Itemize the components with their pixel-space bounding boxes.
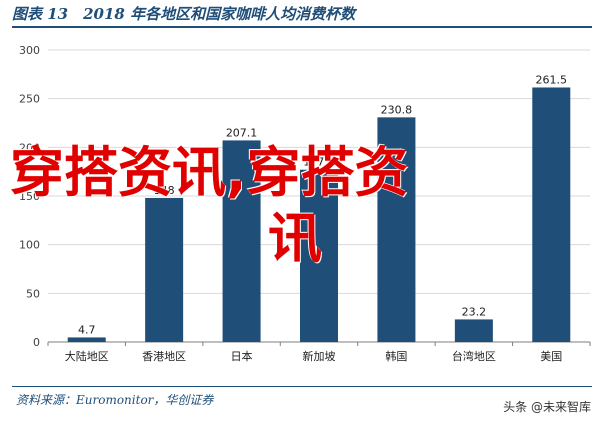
- x-tick-label: 大陆地区: [65, 349, 109, 363]
- bar: [67, 337, 106, 342]
- bar: [454, 319, 493, 342]
- x-tick-label: 日本: [231, 349, 253, 363]
- data-label: 261.5: [536, 73, 568, 86]
- x-tick-label: 韩国: [385, 349, 407, 363]
- data-label: 148: [154, 184, 175, 197]
- title-divider: [12, 26, 592, 28]
- x-tick-label: 香港地区: [142, 350, 186, 363]
- y-tick-label: 200: [19, 141, 40, 154]
- data-label: 23.2: [462, 305, 487, 318]
- x-tick-label: 美国: [540, 350, 562, 363]
- y-axis-ticks: 0 50 100 150 200 250 300: [19, 44, 40, 349]
- x-axis-ticks: 大陆地区 香港地区 日本 新加坡 韩国 台湾地区 美国: [47, 342, 591, 363]
- y-tick-label: 50: [26, 287, 40, 300]
- y-tick-label: 150: [19, 190, 40, 203]
- bars: [67, 87, 571, 342]
- source-divider: [12, 386, 592, 387]
- data-label: 177.0: [303, 156, 335, 169]
- y-tick-label: 300: [19, 44, 40, 57]
- figure-header: 图表 13 2018 年各地区和国家咖啡人均消费杯数: [0, 0, 603, 28]
- data-label: 4.7: [78, 323, 96, 336]
- x-tick-label: 台湾地区: [452, 349, 496, 363]
- bar: [145, 197, 184, 342]
- bar: [532, 87, 571, 342]
- value-labels: 4.7 148 207.1 177.0 230.8 23.2 261.5: [78, 73, 567, 336]
- gridlines: [48, 49, 590, 343]
- bar: [300, 169, 338, 342]
- y-tick-label: 0: [33, 336, 40, 349]
- y-tick-label: 100: [19, 239, 40, 252]
- credit-text: 头条 @未来智库: [503, 400, 591, 414]
- y-tick-label: 250: [19, 93, 40, 106]
- bar: [377, 117, 416, 342]
- source-note: 资料来源：Euromonitor，华创证券: [16, 393, 214, 407]
- bar-chart: 0 50 100 150 200 250 300 4.7 148 207.1 177.0 230.8…: [19, 44, 591, 363]
- data-label: 207.1: [226, 126, 258, 139]
- figure-title: 图表 13 2018 年各地区和国家咖啡人均消费杯数: [12, 5, 356, 23]
- x-tick-label: 新加坡: [303, 349, 336, 363]
- bar: [222, 140, 261, 342]
- data-label: 230.8: [381, 103, 413, 116]
